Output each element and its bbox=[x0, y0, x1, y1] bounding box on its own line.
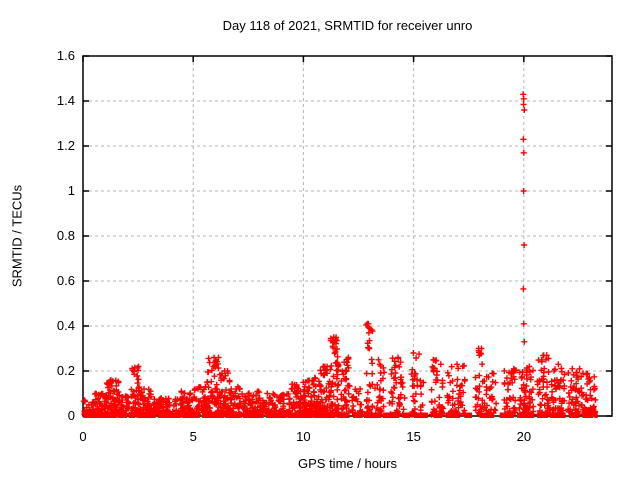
y-tick-label: 1.2 bbox=[56, 138, 75, 153]
y-tick-label: 1 bbox=[67, 183, 75, 198]
y-tick-label: 0 bbox=[67, 408, 75, 423]
x-tick-label: 5 bbox=[189, 429, 197, 444]
y-tick-label: 0.8 bbox=[56, 228, 75, 243]
x-tick-label: 15 bbox=[406, 429, 421, 444]
x-tick-label: 0 bbox=[79, 429, 87, 444]
x-axis-label: GPS time / hours bbox=[298, 456, 397, 471]
chart-title: Day 118 of 2021, SRMTID for receiver unr… bbox=[222, 18, 473, 33]
y-tick-label: 1.4 bbox=[56, 93, 75, 108]
data-points bbox=[81, 91, 599, 418]
x-tick-label: 10 bbox=[296, 429, 311, 444]
x-tick-label: 20 bbox=[516, 429, 532, 444]
y-tick-label: 1.6 bbox=[56, 48, 75, 63]
y-tick-label: 0.6 bbox=[56, 273, 75, 288]
y-tick-label: 0.4 bbox=[56, 318, 75, 333]
y-tick-label: 0.2 bbox=[56, 363, 75, 378]
